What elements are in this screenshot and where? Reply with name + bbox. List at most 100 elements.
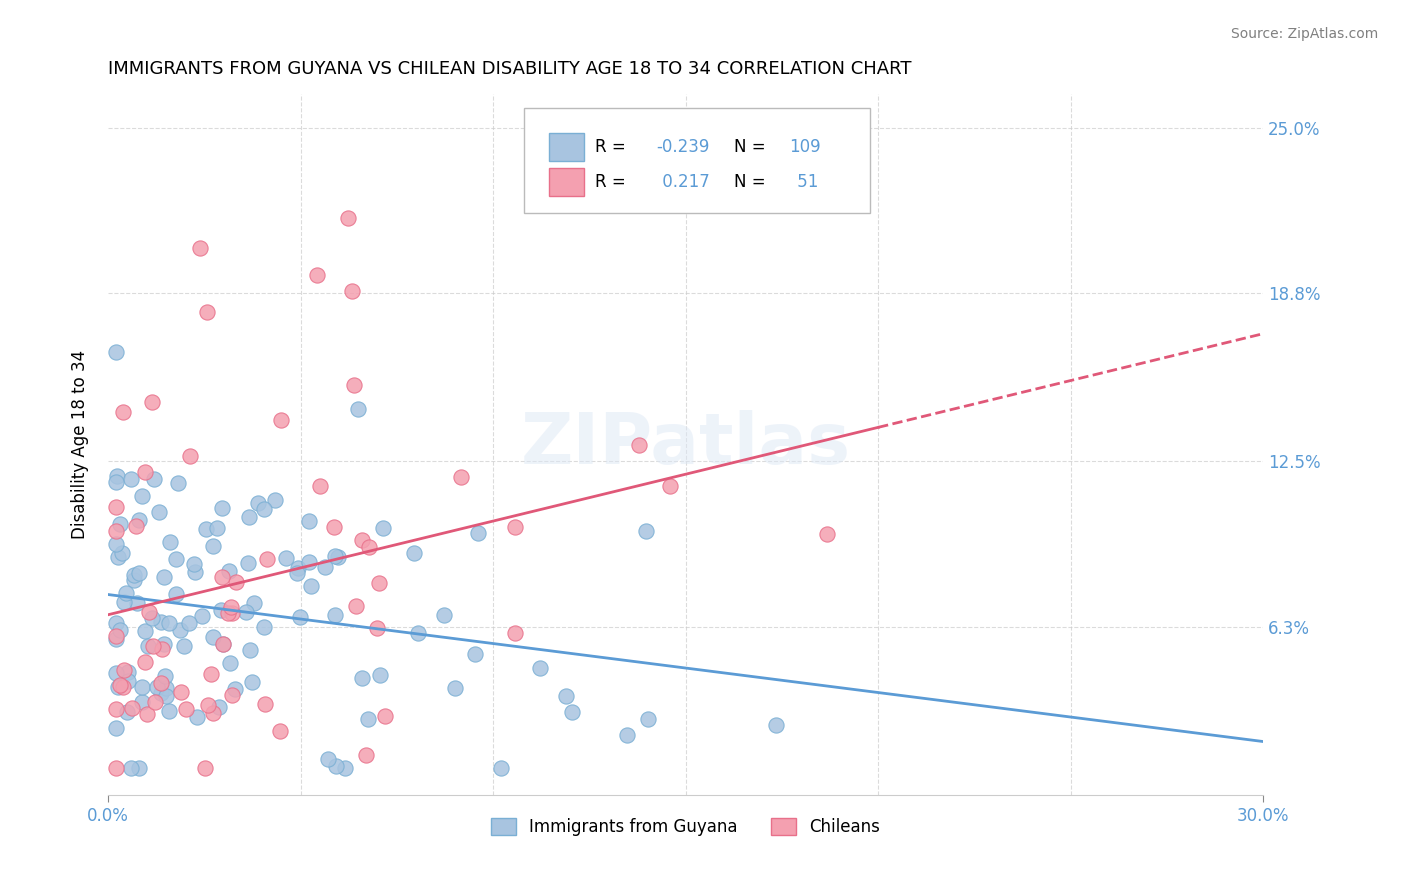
Text: IMMIGRANTS FROM GUYANA VS CHILEAN DISABILITY AGE 18 TO 34 CORRELATION CHART: IMMIGRANTS FROM GUYANA VS CHILEAN DISABI… [108, 60, 911, 78]
Point [242, 596, 264, 610]
Point [104, 761, 127, 775]
Point [464, 647, 486, 661]
Point [254, 697, 277, 711]
Point [155, 669, 177, 683]
Point [467, 526, 489, 541]
Point [333, 761, 356, 775]
Point [225, 575, 247, 590]
Point [134, 465, 156, 479]
Point [346, 401, 368, 416]
Point [343, 378, 366, 392]
Point [195, 305, 218, 319]
Point [298, 554, 321, 568]
Point [208, 699, 231, 714]
Point [107, 680, 129, 694]
Point [211, 636, 233, 650]
Point [218, 564, 240, 578]
Point [108, 516, 131, 531]
Point [134, 624, 156, 639]
Point [374, 708, 396, 723]
Point [134, 655, 156, 669]
Point [155, 689, 177, 703]
Legend: Immigrants from Guyana, Chileans: Immigrants from Guyana, Chileans [484, 811, 887, 842]
Point [555, 689, 578, 703]
Point [128, 761, 150, 775]
Point [326, 549, 349, 564]
Point [238, 556, 260, 570]
Point [450, 470, 472, 484]
Point [658, 479, 681, 493]
Point [323, 549, 346, 563]
Point [183, 557, 205, 571]
Point [323, 519, 346, 533]
Point [138, 605, 160, 619]
Point [120, 472, 142, 486]
Point [201, 631, 224, 645]
Point [224, 682, 246, 697]
Point [256, 551, 278, 566]
Point [356, 747, 378, 762]
Point [125, 596, 148, 610]
Point [131, 695, 153, 709]
Point [211, 500, 233, 515]
Point [143, 695, 166, 709]
Text: -0.239: -0.239 [657, 138, 710, 156]
FancyBboxPatch shape [550, 168, 583, 196]
Point [104, 665, 127, 680]
Point [153, 570, 176, 584]
Point [765, 718, 787, 732]
Point [122, 567, 145, 582]
Point [112, 405, 135, 419]
Point [188, 241, 211, 255]
Point [141, 611, 163, 625]
Point [314, 559, 336, 574]
Text: N =: N = [734, 173, 766, 191]
Point [240, 674, 263, 689]
Point [135, 706, 157, 721]
FancyBboxPatch shape [524, 109, 870, 213]
Point [191, 608, 214, 623]
Point [218, 657, 240, 671]
Point [165, 552, 187, 566]
Point [167, 475, 190, 490]
Point [148, 505, 170, 519]
Point [141, 395, 163, 409]
Point [200, 667, 222, 681]
Point [357, 540, 380, 554]
Point [529, 661, 551, 675]
Point [270, 413, 292, 427]
Point [112, 681, 135, 695]
FancyBboxPatch shape [550, 133, 583, 161]
Point [299, 579, 322, 593]
Point [128, 513, 150, 527]
Point [202, 539, 225, 553]
Point [344, 599, 367, 614]
Point [145, 680, 167, 694]
Point [373, 521, 395, 535]
Point [122, 573, 145, 587]
Point [561, 706, 583, 720]
Point [238, 509, 260, 524]
Point [219, 600, 242, 615]
Point [217, 606, 239, 620]
Point [616, 728, 638, 742]
Point [253, 620, 276, 634]
Text: 0.217: 0.217 [657, 173, 710, 191]
Point [340, 284, 363, 298]
Point [112, 595, 135, 609]
Text: R =: R = [596, 138, 626, 156]
Point [307, 268, 329, 282]
Point [110, 678, 132, 692]
Point [211, 637, 233, 651]
Point [150, 676, 173, 690]
Text: 51: 51 [792, 173, 818, 191]
Point [150, 686, 173, 700]
Point [152, 641, 174, 656]
Point [173, 640, 195, 654]
Point [170, 684, 193, 698]
Point [105, 469, 128, 483]
Point [209, 603, 232, 617]
Point [121, 701, 143, 715]
Point [128, 566, 150, 580]
Point [235, 605, 257, 619]
